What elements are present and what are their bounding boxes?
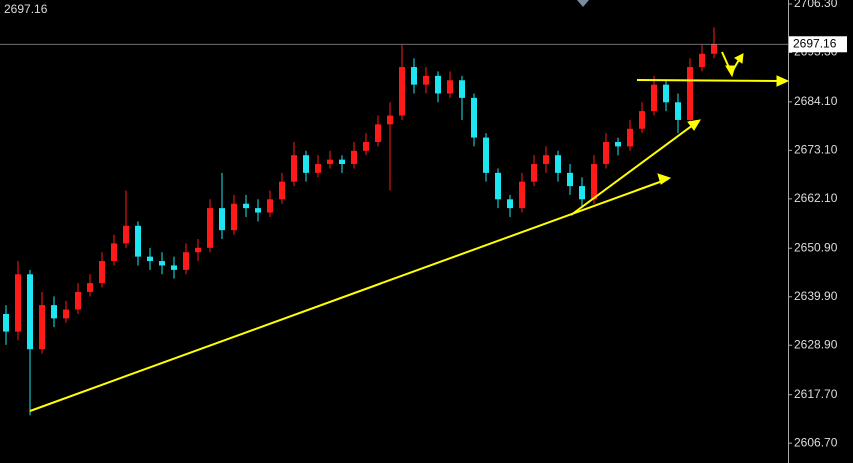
- candle-body: [135, 225, 141, 257]
- candle-body: [579, 186, 585, 200]
- y-tick-label: 2684.10: [794, 94, 838, 108]
- candle-body: [567, 172, 573, 187]
- candle-body: [3, 313, 9, 332]
- candle-body: [459, 80, 465, 98]
- candle-body: [99, 261, 105, 284]
- candle-body: [51, 305, 57, 319]
- candle-body: [219, 208, 225, 231]
- y-tick-label: 2650.90: [794, 240, 838, 254]
- candle-body: [87, 283, 93, 292]
- candle-body: [243, 203, 249, 209]
- candle-body: [555, 155, 561, 173]
- candle-body: [207, 208, 213, 248]
- candle-body: [39, 305, 45, 350]
- candle-body: [447, 80, 453, 94]
- candle-body: [711, 44, 717, 54]
- candle-body: [639, 111, 645, 129]
- candle-body: [111, 243, 117, 262]
- candle-body: [183, 252, 189, 270]
- trend-line: [29, 178, 669, 412]
- candle-body: [231, 203, 237, 231]
- candle-body: [699, 53, 705, 68]
- arrow-head: [776, 75, 790, 87]
- candle-body: [411, 67, 417, 85]
- candle-body: [15, 274, 21, 332]
- candle-body: [327, 159, 333, 165]
- candle-body: [471, 97, 477, 138]
- candle-body: [291, 155, 297, 182]
- candle-body: [375, 124, 381, 142]
- y-tick-label: 2606.70: [794, 435, 838, 449]
- candle-body: [339, 159, 345, 165]
- candles: [3, 27, 717, 416]
- y-tick-label: 2706.30: [794, 0, 838, 10]
- candle-body: [147, 256, 153, 262]
- candle-body: [495, 172, 501, 200]
- candle-body: [171, 265, 177, 270]
- candle-body: [687, 67, 693, 120]
- candle-body: [543, 155, 549, 165]
- candle-body: [507, 199, 513, 209]
- candle-body: [483, 137, 489, 173]
- candle-body: [315, 164, 321, 173]
- candle-body: [627, 128, 633, 147]
- candle-body: [591, 164, 597, 200]
- candle-body: [399, 67, 405, 116]
- candle-body: [63, 309, 69, 319]
- y-tick-label: 2617.70: [794, 387, 838, 401]
- candle-body: [363, 141, 369, 151]
- candle-body: [279, 181, 285, 200]
- candle-body: [519, 181, 525, 209]
- candle-body: [123, 225, 129, 244]
- candle-body: [435, 75, 441, 94]
- candle-body: [159, 261, 165, 266]
- candle-body: [195, 247, 201, 253]
- trend-line: [570, 121, 698, 216]
- candle-body: [663, 84, 669, 103]
- last-price-box: [789, 36, 847, 53]
- y-tick-label: 2673.10: [794, 143, 838, 157]
- candle-body: [615, 141, 621, 147]
- arrow-head: [734, 53, 744, 64]
- y-tick-label: 2628.90: [794, 337, 838, 351]
- arrow-head: [657, 173, 672, 185]
- candle-body: [75, 291, 81, 310]
- candle-body: [303, 155, 309, 173]
- candle-body: [351, 150, 357, 165]
- candle-body: [531, 164, 537, 182]
- candle-body: [255, 208, 261, 213]
- candle-body: [651, 84, 657, 112]
- level-line: [636, 79, 783, 82]
- marker-triangle: [577, 0, 589, 7]
- candle-body: [675, 102, 681, 120]
- y-tick-label: 2639.90: [794, 289, 838, 303]
- candle-body: [387, 115, 393, 125]
- trend-drawings: [29, 51, 790, 412]
- last-price-label: 2697.16: [4, 2, 48, 16]
- last-price-tag: 2697.16: [793, 36, 837, 50]
- candle-body: [267, 199, 273, 213]
- candle-body: [603, 141, 609, 165]
- candle-body: [423, 75, 429, 85]
- candle-body: [27, 274, 33, 350]
- y-tick-label: 2662.10: [794, 191, 838, 205]
- arrow-head: [687, 119, 701, 131]
